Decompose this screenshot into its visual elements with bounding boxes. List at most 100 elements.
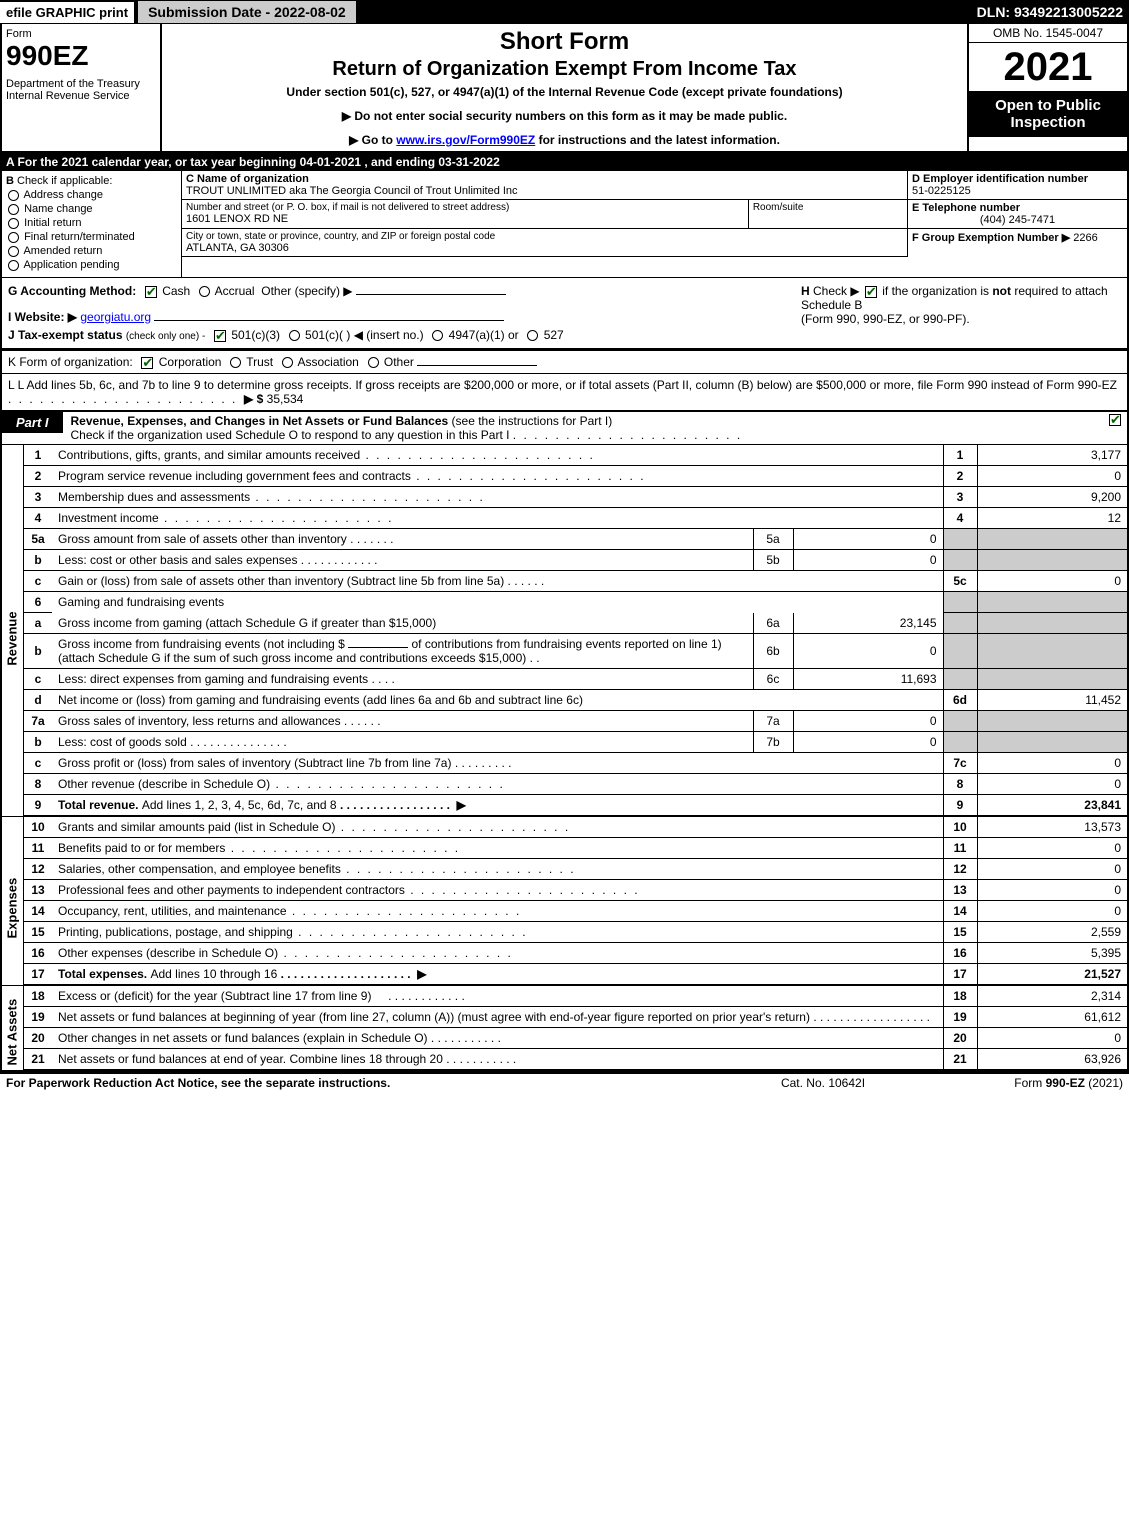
e-label: E Telephone number — [912, 202, 1123, 214]
irs-link[interactable]: www.irs.gov/Form990EZ — [396, 133, 535, 147]
header-right: OMB No. 1545-0047 2021 Open to Public In… — [967, 24, 1127, 151]
part1-title: Revenue, Expenses, and Changes in Net As… — [63, 412, 1103, 444]
f-label: F Group Exemption Number ▶ — [912, 232, 1070, 244]
expenses-block: Expenses 10Grants and similar amounts pa… — [0, 816, 1129, 985]
city-value: ATLANTA, GA 30306 — [186, 242, 903, 254]
chk-amended-return[interactable]: Amended return — [6, 245, 177, 257]
note-goto: ▶ Go to www.irs.gov/Form990EZ for instru… — [170, 133, 959, 147]
chk-4947[interactable] — [432, 330, 443, 341]
section-bcdef: B Check if applicable: Address change Na… — [0, 171, 1129, 277]
other-specify-input[interactable] — [356, 294, 506, 295]
top-bar: efile GRAPHIC print Submission Date - 20… — [0, 0, 1129, 24]
line-11: 11Benefits paid to or for members110 — [24, 838, 1127, 859]
chk-trust[interactable] — [230, 357, 241, 368]
omb-number: OMB No. 1545-0047 — [969, 24, 1127, 43]
line-6: 6Gaming and fundraising events — [24, 592, 1127, 613]
line-5b: bLess: cost or other basis and sales exp… — [24, 550, 1127, 571]
dept-label: Department of the Treasury Internal Reve… — [6, 78, 156, 102]
header-mid: Short Form Return of Organization Exempt… — [162, 24, 967, 151]
subtitle: Under section 501(c), 527, or 4947(a)(1)… — [170, 85, 959, 99]
row-g: G Accounting Method: Cash Accrual Other … — [8, 284, 801, 298]
title-short-form: Short Form — [170, 28, 959, 56]
chk-corporation[interactable] — [141, 357, 153, 369]
b-label: B — [6, 175, 17, 187]
f-value: 2266 — [1073, 232, 1097, 244]
i-label: I Website: ▶ — [8, 310, 77, 324]
ein-value: 51-0225125 — [912, 185, 1123, 197]
header-left: Form 990EZ Department of the Treasury In… — [2, 24, 162, 151]
chk-501c[interactable] — [289, 330, 300, 341]
row-i: I Website: ▶ georgiatu.org — [8, 310, 801, 324]
line-2: 2Program service revenue including gover… — [24, 466, 1127, 487]
chk-final-return[interactable]: Final return/terminated — [6, 231, 177, 243]
netassets-block: Net Assets 18Excess or (deficit) for the… — [0, 985, 1129, 1072]
part1-tab: Part I — [2, 412, 63, 433]
chk-initial-return[interactable]: Initial return — [6, 217, 177, 229]
section-k: K Form of organization: Corporation Trus… — [0, 350, 1129, 373]
chk-cash[interactable] — [145, 286, 157, 298]
section-cdef: C Name of organization TROUT UNLIMITED a… — [182, 171, 1127, 277]
line-18: 18Excess or (deficit) for the year (Subt… — [24, 986, 1127, 1007]
footer-left: For Paperwork Reduction Act Notice, see … — [6, 1076, 723, 1090]
k-label: K Form of organization: — [8, 355, 133, 369]
group-exemption-cell: F Group Exemption Number ▶ 2266 — [908, 229, 1127, 246]
chk-part1-scho[interactable] — [1109, 414, 1121, 426]
note2-pre: ▶ Go to — [349, 133, 396, 147]
line-7a: 7aGross sales of inventory, less returns… — [24, 711, 1127, 732]
chk-accrual[interactable] — [199, 286, 210, 297]
j-sub: (check only one) - — [126, 331, 205, 342]
line-10: 10Grants and similar amounts paid (list … — [24, 817, 1127, 838]
form-label: Form — [6, 28, 156, 40]
line-6b: bGross income from fundraising events (n… — [24, 634, 1127, 669]
chk-application-pending[interactable]: Application pending — [6, 259, 177, 271]
j-label: J Tax-exempt status — [8, 328, 126, 342]
chk-name-change[interactable]: Name change — [6, 203, 177, 215]
l-value: 35,534 — [267, 392, 304, 406]
line-5a: 5aGross amount from sale of assets other… — [24, 529, 1127, 550]
chk-527[interactable] — [527, 330, 538, 341]
h-text4: (Form 990, 990-EZ, or 990-PF). — [801, 312, 970, 326]
line-6c: cLess: direct expenses from gaming and f… — [24, 669, 1127, 690]
line-5c: cGain or (loss) from sale of assets othe… — [24, 571, 1127, 592]
note2-post: for instructions and the latest informat… — [535, 133, 780, 147]
g-label: G Accounting Method: — [8, 284, 136, 298]
line-7b: bLess: cost of goods sold . . . . . . . … — [24, 732, 1127, 753]
tax-year: 2021 — [969, 43, 1127, 91]
ein-cell: D Employer identification number 51-0225… — [908, 171, 1127, 200]
line-6d: dNet income or (loss) from gaming and fu… — [24, 690, 1127, 711]
note-ssn: ▶ Do not enter social security numbers o… — [170, 109, 959, 123]
org-name-cell: C Name of organization TROUT UNLIMITED a… — [182, 171, 907, 200]
chk-h[interactable] — [865, 286, 877, 298]
chk-address-change[interactable]: Address change — [6, 189, 177, 201]
line-20: 20Other changes in net assets or fund ba… — [24, 1028, 1127, 1049]
form-header: Form 990EZ Department of the Treasury In… — [0, 24, 1129, 153]
footer-right: Form 990-EZ (2021) — [923, 1076, 1123, 1090]
city-cell: City or town, state or province, country… — [182, 229, 907, 257]
revenue-block: Revenue 1Contributions, gifts, grants, a… — [0, 445, 1129, 816]
org-name: TROUT UNLIMITED aka The Georgia Council … — [186, 185, 903, 197]
l-arrow: ▶ $ — [244, 392, 263, 406]
chk-association[interactable] — [282, 357, 293, 368]
chk-501c3[interactable] — [214, 330, 226, 342]
l-text: L Add lines 5b, 6c, and 7b to line 9 to … — [18, 378, 1117, 392]
section-l: L L Add lines 5b, 6c, and 7b to line 9 t… — [0, 373, 1129, 412]
line-9: 9Total revenue. Add lines 1, 2, 3, 4, 5c… — [24, 795, 1127, 816]
room-label: Room/suite — [753, 202, 903, 213]
efile-label[interactable]: efile GRAPHIC print — [0, 2, 134, 23]
footer-center: Cat. No. 10642I — [723, 1076, 923, 1090]
section-h: H Check ▶ if the organization is not req… — [801, 284, 1121, 342]
line-7c: cGross profit or (loss) from sales of in… — [24, 753, 1127, 774]
row-a-tax-year: A For the 2021 calendar year, or tax yea… — [0, 153, 1129, 171]
b-label2: Check if applicable: — [17, 175, 112, 187]
addr-label: Number and street (or P. O. box, if mail… — [186, 202, 744, 213]
title-return: Return of Organization Exempt From Incom… — [170, 58, 959, 81]
h-text2: if the organization is — [882, 284, 992, 298]
h-label: H — [801, 284, 813, 298]
phone-cell: E Telephone number (404) 245-7471 — [908, 200, 1127, 229]
room-cell: Room/suite — [748, 200, 907, 229]
open-inspection: Open to Public Inspection — [969, 91, 1127, 137]
line-4: 4Investment income412 — [24, 508, 1127, 529]
chk-other-org[interactable] — [368, 357, 379, 368]
website-link[interactable]: georgiatu.org — [80, 310, 151, 324]
line-1: 1Contributions, gifts, grants, and simil… — [24, 445, 1127, 466]
